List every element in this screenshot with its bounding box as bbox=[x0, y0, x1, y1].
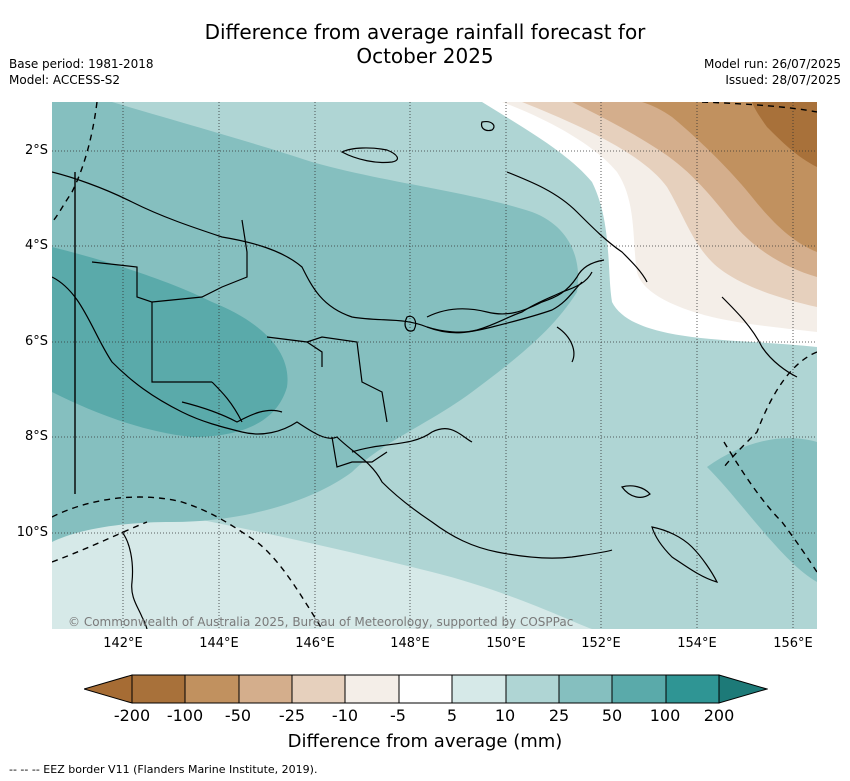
cb-tick-6: -5 bbox=[390, 706, 406, 725]
cb-tick-7: 5 bbox=[446, 706, 458, 725]
cb-tick-1: -200 bbox=[113, 706, 151, 725]
grid bbox=[52, 102, 817, 629]
copyright-notice: © Commonwealth of Australia 2025, Bureau… bbox=[68, 615, 573, 629]
colorbar-swatch-6 bbox=[398, 674, 453, 704]
lat-label-4s: 4°S bbox=[24, 238, 48, 253]
lon-label-154e: 154°E bbox=[677, 636, 717, 651]
cb-tick-2: -100 bbox=[166, 706, 204, 725]
cb-tick-5: -10 bbox=[331, 706, 359, 725]
lon-label-144e: 144°E bbox=[199, 636, 239, 651]
model-run: Model run: 26/07/2025 bbox=[703, 57, 841, 71]
colorbar-swatch-11 bbox=[665, 674, 720, 704]
colorbar-title: Difference from average (mm) bbox=[287, 731, 563, 752]
chart-title: Difference from average rainfall forecas… bbox=[0, 20, 850, 68]
band-minus-50 bbox=[642, 102, 817, 252]
title-line-2: October 2025 bbox=[356, 44, 494, 68]
cb-tick-10: 50 bbox=[601, 706, 623, 725]
lat-label-6s: 6°S bbox=[24, 334, 48, 349]
lon-label-146e: 146°E bbox=[295, 636, 335, 651]
colorbar-swatch-8 bbox=[505, 674, 560, 704]
band-25-50-east bbox=[707, 438, 817, 582]
lon-label-156e: 156°E bbox=[773, 636, 813, 651]
colorbar-swatch-10 bbox=[611, 674, 667, 704]
cb-tick-4: -25 bbox=[278, 706, 306, 725]
cb-tick-8: 10 bbox=[494, 706, 516, 725]
colorbar-swatch-2 bbox=[184, 674, 240, 704]
colorbar-swatch-9 bbox=[558, 674, 613, 704]
model-name: Model: ACCESS-S2 bbox=[9, 73, 121, 87]
band-minus-100 bbox=[752, 102, 817, 167]
colorbar-extend-low bbox=[84, 674, 133, 704]
lat-label-2s: 2°S bbox=[24, 143, 48, 158]
coastline bbox=[52, 121, 798, 629]
colorbar-extend-high bbox=[718, 674, 768, 704]
map-svg: © Commonwealth of Australia 2025, Bureau… bbox=[52, 102, 817, 629]
colorbar-swatch-5 bbox=[344, 674, 400, 704]
cb-tick-12: 200 bbox=[703, 706, 735, 725]
lon-label-142e: 142°E bbox=[103, 636, 143, 651]
map: © Commonwealth of Australia 2025, Bureau… bbox=[52, 102, 817, 629]
eez-borders bbox=[52, 102, 817, 629]
band-5-10-south bbox=[52, 492, 592, 629]
eez-footnote: -- -- -- EEZ border V11 (Flanders Marine… bbox=[9, 763, 318, 776]
colorbar bbox=[84, 674, 768, 704]
title-line-1: Difference from average rainfall forecas… bbox=[204, 20, 646, 44]
colorbar-swatch-3 bbox=[238, 674, 293, 704]
colorbar-swatch-1 bbox=[131, 674, 186, 704]
lon-label-150e: 150°E bbox=[486, 636, 526, 651]
base-period: Base period: 1981-2018 bbox=[9, 57, 154, 71]
colorbar-swatch-7 bbox=[451, 674, 507, 704]
meta-left: Base period: 1981-2018 Model: ACCESS-S2 bbox=[9, 56, 154, 88]
lon-label-148e: 148°E bbox=[390, 636, 430, 651]
colorbar-swatch-4 bbox=[291, 674, 346, 704]
meta-right: Model run: 26/07/2025 Issued: 28/07/2025 bbox=[704, 56, 841, 88]
cb-tick-11: 100 bbox=[649, 706, 681, 725]
cb-tick-3: -50 bbox=[224, 706, 252, 725]
lat-label-8s: 8°S bbox=[24, 429, 48, 444]
lat-label-10s: 10°S bbox=[16, 525, 48, 540]
issued-date: Issued: 28/07/2025 bbox=[725, 73, 841, 87]
cb-tick-9: 25 bbox=[548, 706, 570, 725]
lon-label-152e: 152°E bbox=[581, 636, 621, 651]
